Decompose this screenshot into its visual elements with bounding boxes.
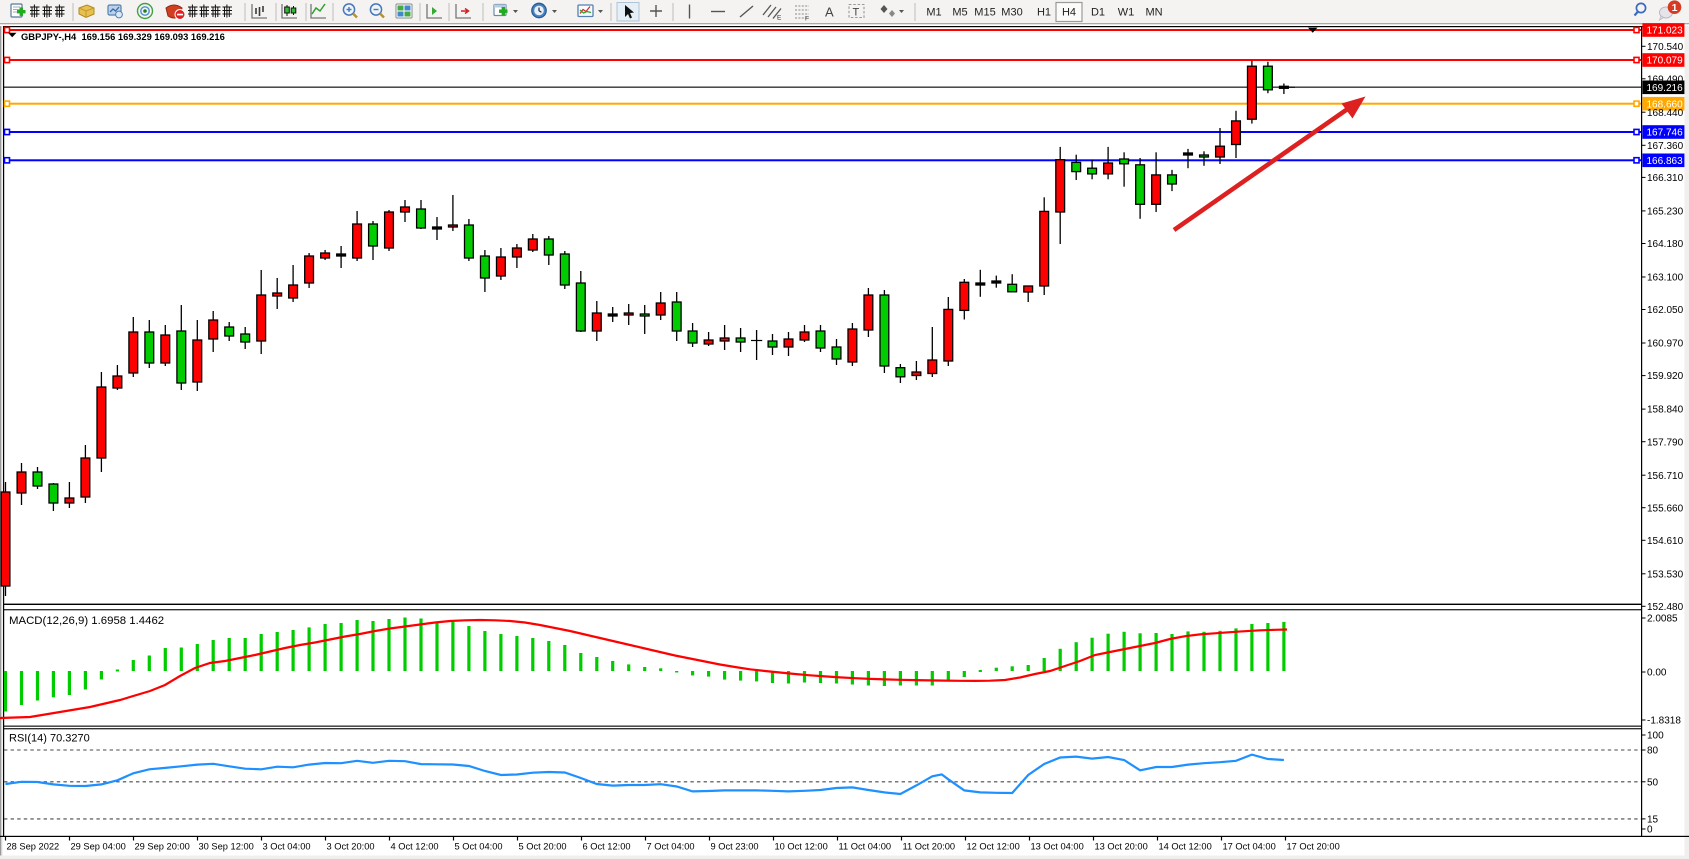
svg-text:155.660: 155.660 [1647,503,1684,514]
svg-text:165.230: 165.230 [1647,207,1684,218]
svg-text:157.790: 157.790 [1647,437,1684,448]
svg-text:162.050: 162.050 [1647,305,1684,316]
svg-text:MACD(12,26,9) 1.6958 1.4462: MACD(12,26,9) 1.6958 1.4462 [9,615,164,627]
svg-text:M1: M1 [926,7,941,19]
svg-text:H1: H1 [1037,7,1051,19]
svg-text:3 Oct 20:00: 3 Oct 20:00 [327,842,375,852]
svg-text:170.079: 170.079 [1647,56,1684,67]
svg-text:156.710: 156.710 [1647,471,1684,482]
svg-text:H4: H4 [1062,7,1076,19]
svg-text:170.540: 170.540 [1647,42,1684,53]
svg-text:0.00: 0.00 [1647,668,1667,679]
svg-text:28 Sep 2022: 28 Sep 2022 [7,842,60,852]
svg-text:T: T [853,7,860,19]
svg-text:A: A [825,5,834,20]
svg-text:169.490: 169.490 [1647,74,1684,85]
svg-text:5 Oct 20:00: 5 Oct 20:00 [519,842,567,852]
svg-text:166.310: 166.310 [1647,173,1684,184]
svg-text:4 Oct 12:00: 4 Oct 12:00 [391,842,439,852]
svg-text:6 Oct 12:00: 6 Oct 12:00 [583,842,631,852]
svg-text:29 Sep 04:00: 29 Sep 04:00 [71,842,126,852]
svg-text:12 Oct 12:00: 12 Oct 12:00 [967,842,1020,852]
svg-text:158.840: 158.840 [1647,405,1684,416]
svg-text:29 Sep 20:00: 29 Sep 20:00 [135,842,190,852]
svg-text:80: 80 [1647,746,1659,757]
svg-text:-1.8318: -1.8318 [1647,716,1681,727]
svg-text:MN: MN [1145,7,1162,19]
svg-text:E: E [777,15,782,22]
svg-text:153.530: 153.530 [1647,569,1684,580]
svg-text:11 Oct 04:00: 11 Oct 04:00 [839,842,892,852]
svg-text:100: 100 [1647,731,1664,742]
svg-text:14 Oct 12:00: 14 Oct 12:00 [1159,842,1212,852]
svg-text:13 Oct 20:00: 13 Oct 20:00 [1095,842,1148,852]
svg-text:167.360: 167.360 [1647,141,1684,152]
svg-text:11 Oct 20:00: 11 Oct 20:00 [903,842,956,852]
svg-text:17 Oct 04:00: 17 Oct 04:00 [1223,842,1276,852]
svg-text:50: 50 [1647,777,1659,788]
svg-text:0: 0 [1647,825,1653,836]
svg-text:7 Oct 04:00: 7 Oct 04:00 [647,842,695,852]
svg-text:168.660: 168.660 [1647,99,1684,110]
svg-text:166.863: 166.863 [1647,156,1684,167]
svg-text:152.480: 152.480 [1647,602,1684,613]
svg-text:154.610: 154.610 [1647,536,1684,547]
svg-text:167.746: 167.746 [1647,128,1684,139]
svg-text:9 Oct 23:00: 9 Oct 23:00 [711,842,759,852]
svg-text:W1: W1 [1118,7,1135,19]
svg-text:30 Sep 12:00: 30 Sep 12:00 [199,842,254,852]
svg-text:171.023: 171.023 [1647,26,1684,37]
svg-text:M15: M15 [974,7,995,19]
svg-text:17 Oct 20:00: 17 Oct 20:00 [1287,842,1340,852]
svg-text:169.216: 169.216 [1647,83,1684,94]
svg-text:M30: M30 [1001,7,1022,19]
svg-text:2.0085: 2.0085 [1647,614,1678,625]
svg-text:163.100: 163.100 [1647,273,1684,284]
svg-text:RSI(14) 70.3270: RSI(14) 70.3270 [9,733,90,745]
svg-text:M5: M5 [952,7,967,19]
svg-text:10 Oct 12:00: 10 Oct 12:00 [775,842,828,852]
svg-text:GBPJPY-,H4 169.156 169.329 16: GBPJPY-,H4 169.156 169.329 169.093 169.2… [21,31,225,42]
svg-text:168.440: 168.440 [1647,108,1684,119]
svg-text:5 Oct 04:00: 5 Oct 04:00 [455,842,503,852]
svg-text:164.180: 164.180 [1647,239,1684,250]
svg-text:F: F [805,16,809,23]
svg-text:3 Oct 04:00: 3 Oct 04:00 [263,842,311,852]
svg-text:160.970: 160.970 [1647,339,1684,350]
svg-text:1: 1 [1672,2,1678,14]
svg-text:159.920: 159.920 [1647,371,1684,382]
svg-text:13 Oct 04:00: 13 Oct 04:00 [1031,842,1084,852]
svg-text:D1: D1 [1091,7,1105,19]
svg-text:15: 15 [1647,815,1659,826]
